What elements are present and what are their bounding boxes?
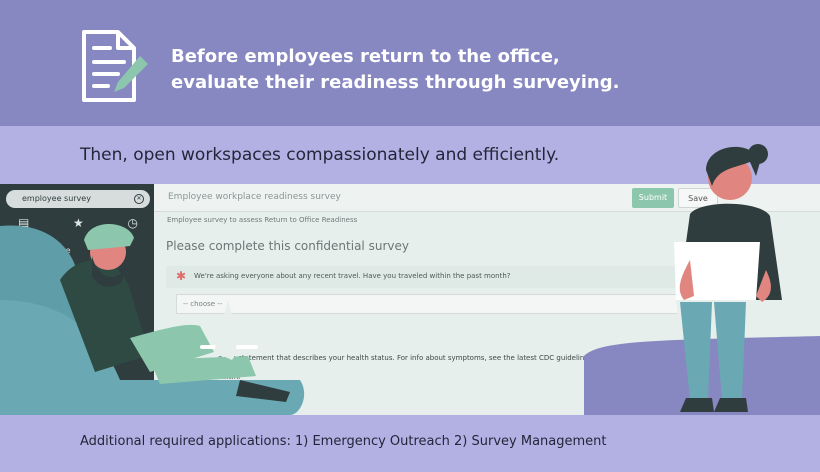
banner-headline: Before employees return to the office, e… (171, 44, 619, 96)
banner-line-1: Before employees return to the office, (171, 46, 560, 67)
footer-note: Additional required applications: 1) Eme… (80, 434, 607, 449)
nav-search-value: employee survey (22, 194, 91, 203)
form-description: Employee survey to assess Return to Offi… (167, 216, 358, 224)
survey-document-icon (82, 30, 148, 102)
question-travel-label: We're asking everyone about any recent t… (194, 272, 511, 280)
nav-search-input[interactable]: employee survey ✕ (6, 190, 150, 208)
tab-favorites[interactable]: ★ (73, 216, 84, 230)
subheadline: Then, open workspaces compassionately an… (80, 145, 560, 165)
nav-tabs: ▤ ★ ◷ (18, 216, 138, 232)
submit-button[interactable]: Submit (632, 188, 674, 208)
tab-all-applications[interactable]: ▤ (18, 216, 30, 230)
form-heading: Please complete this confidential survey (166, 239, 409, 253)
banner-line-2: evaluate their readiness through surveyi… (171, 72, 620, 93)
required-icon: ✱ (176, 269, 187, 283)
tab-history[interactable]: ◷ (127, 216, 138, 230)
footer-band (0, 415, 820, 472)
save-button[interactable]: Save (678, 188, 718, 208)
sitting-woman-illustration (584, 144, 820, 415)
question-travel: ✱ We're asking everyone about any recent… (166, 266, 756, 288)
seated-man-illustration (0, 224, 305, 415)
clear-icon[interactable]: ✕ (134, 194, 144, 204)
question-health-label: e the statement that describes your heal… (218, 354, 589, 362)
form-title: Employee workplace readiness survey (168, 192, 341, 202)
